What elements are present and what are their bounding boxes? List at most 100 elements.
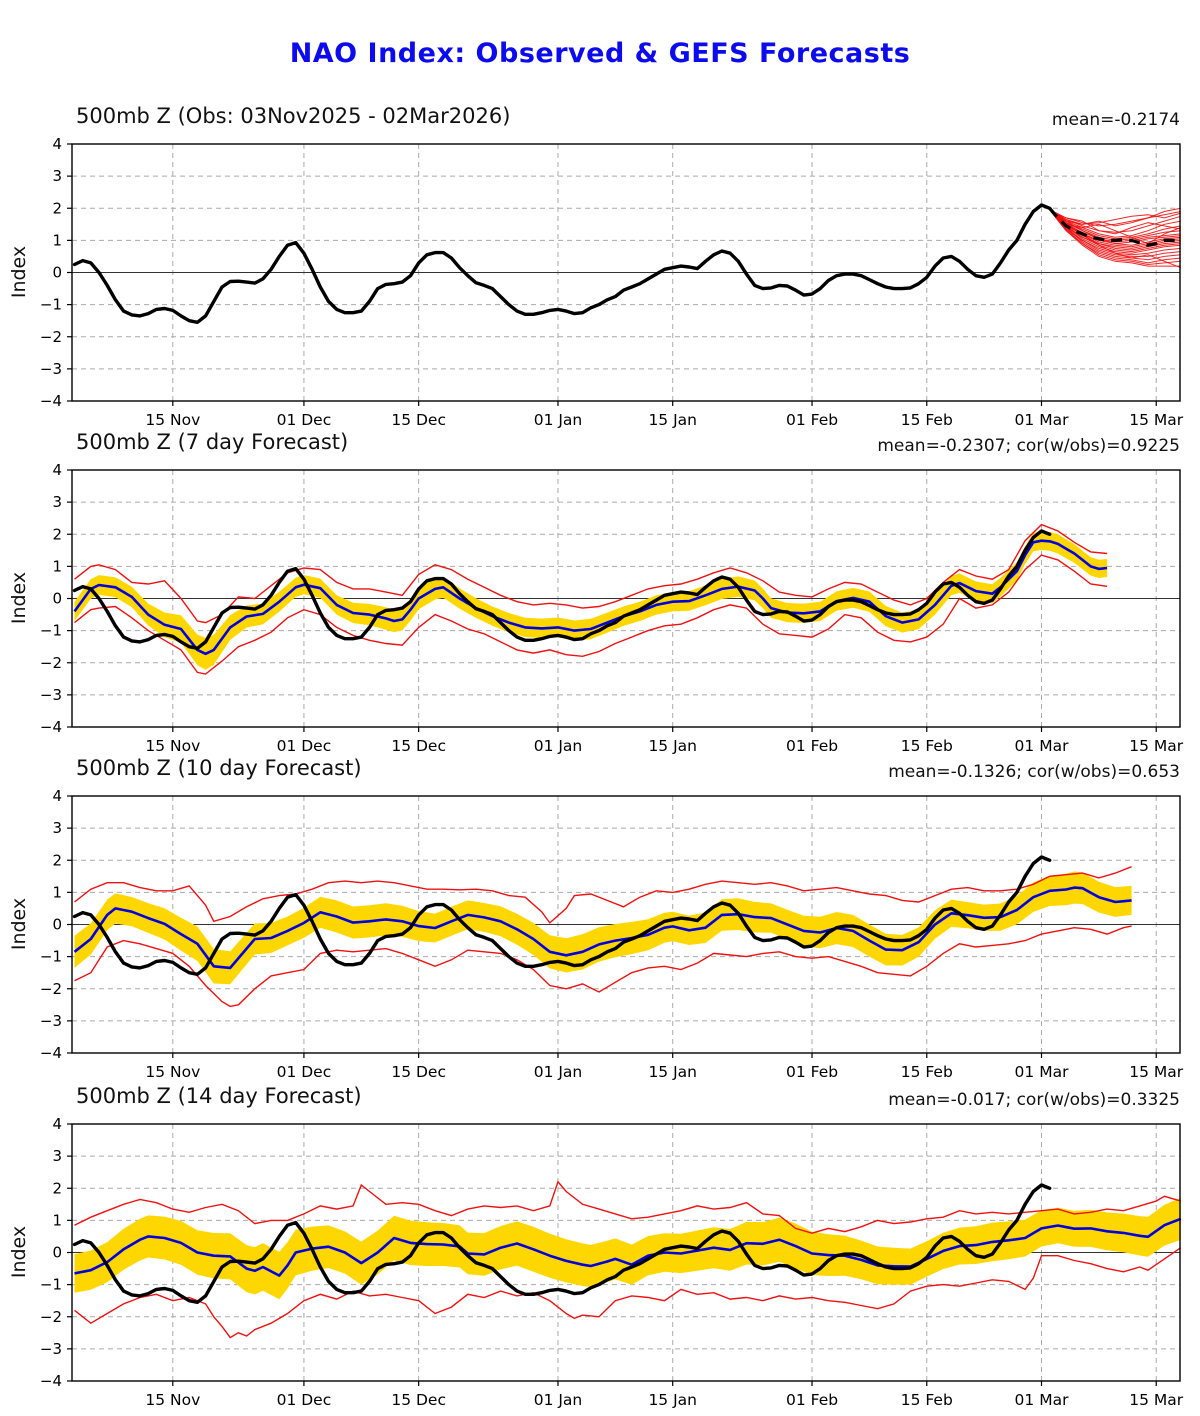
svg-text:2: 2 xyxy=(52,525,62,543)
svg-text:01 Feb: 01 Feb xyxy=(786,1391,838,1409)
svg-text:3: 3 xyxy=(52,167,62,185)
envelope-lower-line xyxy=(74,1247,1182,1339)
svg-text:01 Mar: 01 Mar xyxy=(1015,1391,1070,1409)
ensemble-member-line xyxy=(1049,209,1181,264)
ensemble-member-line xyxy=(1049,209,1181,245)
forecast-mean-line xyxy=(73,886,1132,970)
svg-text:01 Dec: 01 Dec xyxy=(277,737,332,755)
svg-text:01 Jan: 01 Jan xyxy=(534,411,583,429)
figure-title: NAO Index: Observed & GEFS Forecasts xyxy=(289,38,911,70)
svg-text:01 Mar: 01 Mar xyxy=(1015,411,1070,429)
panel-observed: 500mb Z (Obs: 03Nov2025 - 02Mar2026) mea… xyxy=(0,102,1200,429)
envelope-lower-line xyxy=(74,925,1132,1008)
svg-text:3: 3 xyxy=(52,1147,62,1165)
svg-text:01 Jan: 01 Jan xyxy=(534,1391,583,1409)
svg-text:−3: −3 xyxy=(40,1340,62,1358)
ensemble-member-line xyxy=(1049,209,1181,249)
ensemble-member-line xyxy=(1049,209,1181,238)
svg-text:2: 2 xyxy=(52,1179,62,1197)
svg-text:01 Jan: 01 Jan xyxy=(534,1063,583,1081)
svg-text:01 Mar: 01 Mar xyxy=(1015,1063,1070,1081)
svg-text:−4: −4 xyxy=(40,392,62,410)
svg-text:15 Jan: 15 Jan xyxy=(648,1391,697,1409)
panel-annotation-mean: mean=-0.2174 xyxy=(1051,110,1180,130)
ensemble-member-line xyxy=(1049,209,1181,261)
svg-text:−1: −1 xyxy=(40,1276,62,1294)
x-tick-labels: 15 Nov 01 Dec 15 Dec 01 Jan 15 Jan 01 Feb 15 F… xyxy=(145,1381,1184,1409)
svg-text:15 Nov: 15 Nov xyxy=(145,737,200,755)
svg-text:15 Jan: 15 Jan xyxy=(648,737,697,755)
svg-text:15 Feb: 15 Feb xyxy=(901,737,953,755)
envelope-upper-line xyxy=(74,866,1132,924)
svg-text:−3: −3 xyxy=(40,1012,62,1030)
ensemble-member-line xyxy=(1049,209,1181,254)
ensemble-member-line xyxy=(1049,209,1181,227)
svg-text:4: 4 xyxy=(52,136,62,153)
svg-text:−4: −4 xyxy=(40,1044,62,1062)
svg-text:01 Mar: 01 Mar xyxy=(1015,737,1070,755)
svg-text:1: 1 xyxy=(52,1211,62,1229)
svg-text:1: 1 xyxy=(52,883,62,901)
panel-annotation-mean-cor: mean=-0.2307; cor(w/obs)=0.9225 xyxy=(877,436,1180,456)
svg-text:15 Jan: 15 Jan xyxy=(648,1063,697,1081)
ensemble-member-line xyxy=(1049,209,1181,235)
svg-text:−3: −3 xyxy=(40,686,62,704)
svg-text:−2: −2 xyxy=(40,654,62,672)
svg-text:−2: −2 xyxy=(40,328,62,346)
svg-text:4: 4 xyxy=(52,1116,62,1133)
panel-7day-forecast: 500mb Z (7 day Forecast) mean=-0.2307; c… xyxy=(0,428,1200,755)
svg-text:3: 3 xyxy=(52,819,62,837)
envelope-lower-line xyxy=(74,554,1108,675)
y-tick-labels: 4 3 2 1 0 −1 −2 −3 −4 xyxy=(40,1116,72,1390)
svg-text:−1: −1 xyxy=(40,296,62,314)
ensemble-spaghetti xyxy=(1049,207,1181,269)
svg-text:15 Nov: 15 Nov xyxy=(145,411,200,429)
x-tick-labels: 15 Nov 01 Dec 15 Dec 01 Jan 15 Jan 01 Feb 15 F… xyxy=(145,401,1184,429)
svg-text:15 Mar: 15 Mar xyxy=(1129,737,1184,755)
ensemble-spread-band xyxy=(74,871,1132,985)
svg-text:15 Mar: 15 Mar xyxy=(1129,1391,1184,1409)
panel-title: 500mb Z (Obs: 03Nov2025 - 02Mar2026) xyxy=(76,104,511,128)
svg-text:15 Mar: 15 Mar xyxy=(1129,411,1184,429)
svg-text:−4: −4 xyxy=(40,1372,62,1390)
svg-text:01 Dec: 01 Dec xyxy=(277,411,332,429)
svg-text:15 Dec: 15 Dec xyxy=(391,1063,446,1081)
ensemble-member-line xyxy=(1049,209,1181,233)
svg-text:−4: −4 xyxy=(40,718,62,736)
svg-text:01 Dec: 01 Dec xyxy=(277,1391,332,1409)
x-tick-labels: 15 Nov 01 Dec 15 Dec 01 Jan 15 Jan 01 Feb 15 F… xyxy=(145,1053,1184,1081)
ensemble-member-line xyxy=(1049,209,1181,267)
svg-text:15 Jan: 15 Jan xyxy=(648,411,697,429)
ensemble-mean-dashed-line xyxy=(1048,207,1181,247)
svg-text:01 Feb: 01 Feb xyxy=(786,737,838,755)
panel-10day-forecast: 500mb Z (10 day Forecast) mean=-0.1326; … xyxy=(0,754,1200,1081)
y-tick-labels: 4 3 2 1 0 −1 −2 −3 −4 xyxy=(40,788,72,1062)
svg-text:15 Dec: 15 Dec xyxy=(391,737,446,755)
svg-text:0: 0 xyxy=(52,590,62,608)
svg-text:15 Mar: 15 Mar xyxy=(1129,1063,1184,1081)
svg-text:−2: −2 xyxy=(40,1308,62,1326)
svg-text:3: 3 xyxy=(52,493,62,511)
ensemble-member-line xyxy=(1049,209,1181,269)
panel-14day-forecast: 500mb Z (14 day Forecast) mean=-0.017; c… xyxy=(0,1082,1200,1409)
svg-text:15 Feb: 15 Feb xyxy=(901,1063,953,1081)
svg-text:15 Dec: 15 Dec xyxy=(391,1391,446,1409)
panel-annotation-mean-cor: mean=-0.017; cor(w/obs)=0.3325 xyxy=(888,1090,1180,1110)
y-tick-labels: 4 3 2 1 0 −1 −2 −3 −4 xyxy=(40,462,72,736)
svg-text:−1: −1 xyxy=(40,948,62,966)
envelope-upper-line xyxy=(74,1180,1181,1234)
x-tick-labels: 15 Nov 01 Dec 15 Dec 01 Jan 15 Jan 01 Feb 15 F… xyxy=(145,727,1184,755)
svg-text:15 Nov: 15 Nov xyxy=(145,1391,200,1409)
svg-text:15 Feb: 15 Feb xyxy=(901,1391,953,1409)
observed-line xyxy=(72,855,1052,977)
observed-line xyxy=(72,529,1052,651)
forecast-mean-line xyxy=(74,1217,1182,1277)
svg-text:15 Nov: 15 Nov xyxy=(145,1063,200,1081)
svg-text:1: 1 xyxy=(52,557,62,575)
panel-annotation-mean-cor: mean=-0.1326; cor(w/obs)=0.653 xyxy=(888,762,1180,782)
svg-text:−2: −2 xyxy=(40,980,62,998)
